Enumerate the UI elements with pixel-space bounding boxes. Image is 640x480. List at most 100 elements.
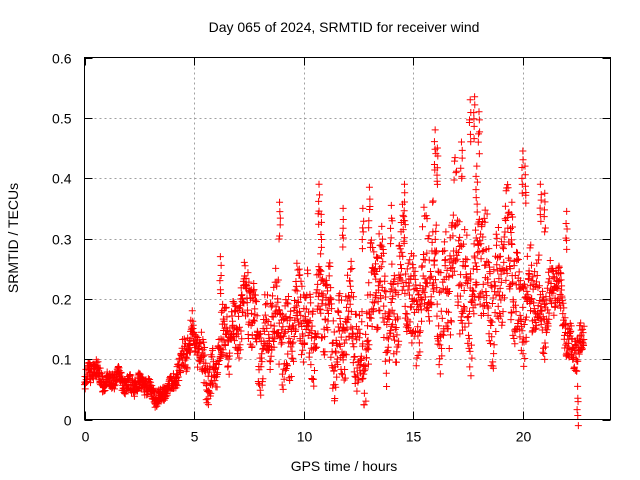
data-point <box>236 305 244 313</box>
data-point <box>474 138 482 146</box>
data-point <box>485 259 493 267</box>
data-point <box>283 361 291 369</box>
data-point <box>370 305 378 313</box>
chart-title: Day 065 of 2024, SRMTID for receiver win… <box>209 19 480 35</box>
data-point <box>289 354 297 362</box>
data-point <box>502 276 510 284</box>
data-point <box>527 241 535 249</box>
data-point <box>235 354 243 362</box>
data-point <box>332 383 340 391</box>
data-point <box>414 323 422 331</box>
data-point <box>461 226 469 234</box>
data-point <box>438 352 446 360</box>
data-point <box>465 335 473 343</box>
data-point <box>573 367 581 375</box>
data-point <box>403 327 411 335</box>
data-point <box>420 288 428 296</box>
data-point <box>522 199 530 207</box>
data-point <box>562 320 570 328</box>
data-point <box>415 339 423 347</box>
data-point <box>570 363 578 371</box>
data-point <box>352 310 360 318</box>
data-point <box>479 280 487 288</box>
data-point <box>474 249 482 257</box>
data-point <box>483 292 491 300</box>
data-point <box>201 351 209 359</box>
data-point <box>321 348 329 356</box>
data-point <box>364 336 372 344</box>
data-point <box>521 283 529 291</box>
data-point <box>220 320 228 328</box>
data-point <box>183 365 191 373</box>
data-point <box>418 223 426 231</box>
data-point <box>434 337 442 345</box>
data-point <box>577 319 585 327</box>
data-point <box>285 334 293 342</box>
data-point <box>290 296 298 304</box>
data-point <box>249 287 257 295</box>
data-point <box>235 312 243 320</box>
data-point <box>373 323 381 331</box>
data-point <box>453 216 461 224</box>
data-point <box>367 314 375 322</box>
data-point <box>380 287 388 295</box>
data-point <box>359 340 367 348</box>
data-point <box>418 317 426 325</box>
y-tick-label: 0.6 <box>52 51 72 67</box>
data-point <box>287 343 295 351</box>
data-point <box>449 211 457 219</box>
data-point <box>391 336 399 344</box>
data-point <box>537 217 545 225</box>
data-point <box>522 191 530 199</box>
data-point <box>197 328 205 336</box>
data-point <box>130 392 138 400</box>
data-point <box>339 224 347 232</box>
data-point <box>387 298 395 306</box>
data-point <box>256 334 264 342</box>
data-point <box>459 240 467 248</box>
data-point <box>433 171 441 179</box>
data-point <box>487 322 495 330</box>
data-point <box>310 367 318 375</box>
data-point <box>359 374 367 382</box>
data-point <box>526 281 534 289</box>
data-point <box>535 251 543 259</box>
data-point <box>351 353 359 361</box>
data-point <box>578 345 586 353</box>
data-point <box>447 265 455 273</box>
tick-labels: 0 0.1 0.2 0.3 0.4 0.5 0.6 0 5 10 15 20 <box>52 51 531 445</box>
data-point <box>465 319 473 327</box>
data-point <box>403 265 411 273</box>
data-point <box>388 285 396 293</box>
data-point <box>452 167 460 175</box>
data-point <box>535 311 543 319</box>
data-point <box>484 311 492 319</box>
data-point <box>483 210 491 218</box>
data-point <box>526 244 534 252</box>
data-point <box>316 191 324 199</box>
data-point <box>422 212 430 220</box>
data-point <box>366 205 374 213</box>
data-point <box>276 214 284 222</box>
data-point <box>476 290 484 298</box>
data-point <box>522 333 530 341</box>
data-point <box>521 182 529 190</box>
data-point <box>317 231 325 239</box>
data-point <box>446 288 453 296</box>
data-point <box>371 299 379 307</box>
data-point <box>266 365 274 373</box>
data-point <box>508 223 516 231</box>
data-point <box>523 287 531 295</box>
data-point <box>453 255 461 263</box>
data-point <box>397 271 405 279</box>
data-point <box>274 276 282 284</box>
data-point <box>341 366 349 374</box>
data-point <box>336 342 344 350</box>
data-point <box>283 299 291 307</box>
data-point <box>339 234 347 242</box>
data-point <box>423 279 431 287</box>
data-point <box>517 315 525 323</box>
data-point <box>192 332 200 340</box>
data-point <box>466 363 474 371</box>
data-point <box>388 217 396 225</box>
